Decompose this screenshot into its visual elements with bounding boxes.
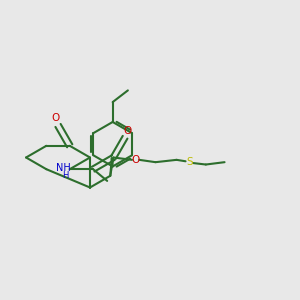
Text: O: O (123, 126, 132, 136)
Text: O: O (52, 113, 60, 123)
Text: H: H (62, 171, 69, 180)
Text: O: O (131, 155, 140, 165)
Text: NH: NH (56, 163, 70, 173)
Text: S: S (186, 157, 193, 167)
